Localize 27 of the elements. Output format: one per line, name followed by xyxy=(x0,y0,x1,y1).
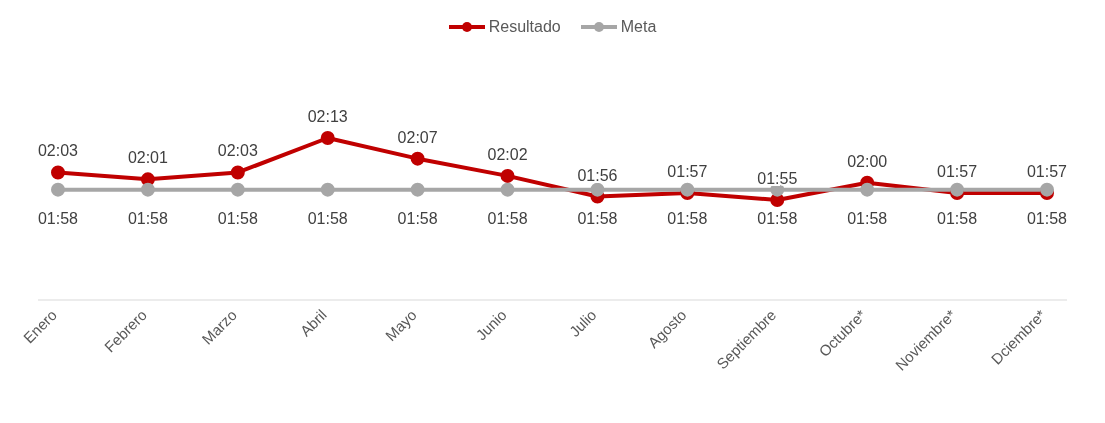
data-label: 02:02 xyxy=(487,145,528,163)
data-label: 01:56 xyxy=(577,166,618,184)
data-label: 01:58 xyxy=(307,209,348,227)
data-label: 01:58 xyxy=(217,209,258,227)
data-label: 02:01 xyxy=(127,149,169,167)
data-label: 01:58 xyxy=(397,209,438,227)
x-tick-label: Julio xyxy=(565,306,600,340)
data-label: 01:58 xyxy=(577,209,618,227)
data-label: 01:57 xyxy=(937,163,978,181)
data-label: 01:58 xyxy=(757,209,798,227)
data-label: 02:00 xyxy=(847,152,888,170)
data-label: 01:55 xyxy=(757,170,798,187)
data-label: 01:57 xyxy=(1026,163,1068,181)
data-label: 02:07 xyxy=(397,128,438,146)
data-label: 02:03 xyxy=(37,142,79,160)
data-label: 02:03 xyxy=(217,142,258,160)
legend-label: Resultado xyxy=(487,18,561,36)
data-label: 01:58 xyxy=(667,209,708,227)
data-label: 01:58 xyxy=(37,209,79,227)
data-label: 01:58 xyxy=(937,209,978,227)
data-label: 01:58 xyxy=(1026,209,1068,227)
data-label: 01:58 xyxy=(847,209,888,227)
data-label: 01:58 xyxy=(487,209,528,227)
data-label: 01:57 xyxy=(667,163,708,181)
data-label: 01:58 xyxy=(127,209,169,227)
legend-label: Meta xyxy=(619,18,657,36)
data-label: 02:13 xyxy=(307,108,348,125)
